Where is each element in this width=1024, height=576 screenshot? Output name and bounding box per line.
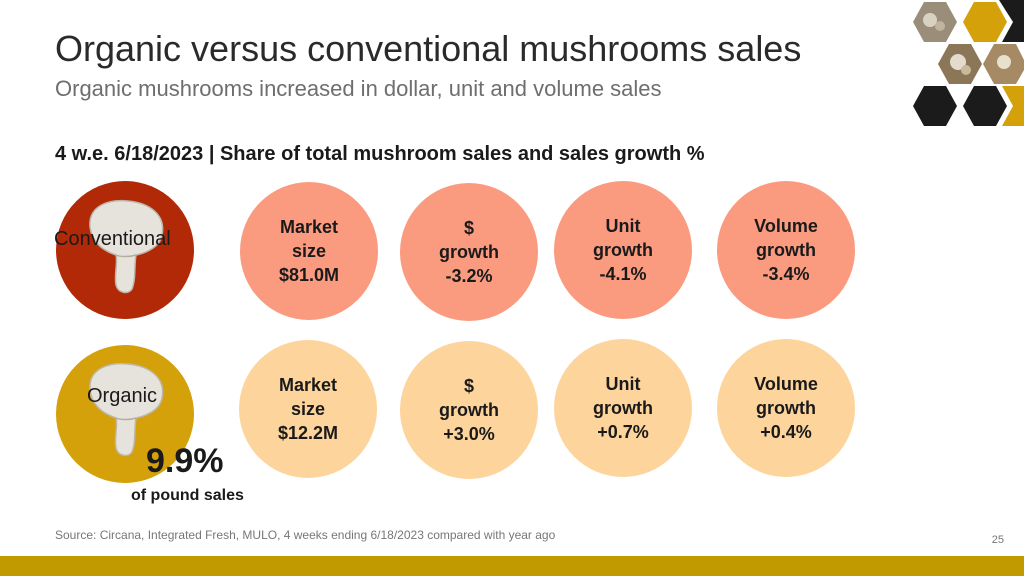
organic-share-value: 9.9% [146,442,224,480]
metric-label: growth [439,242,499,262]
metric-value: +3.0% [443,424,495,444]
metric-value: +0.7% [597,422,649,442]
mushroom-icon [89,199,164,294]
metric-label: Unit [605,216,641,236]
mushroom-icon [89,362,164,457]
metric-value: -3.2% [445,266,493,286]
metric-label: $ [463,376,474,396]
metric-label: Unit [605,374,641,394]
conventional-unit-growth-metric: Unit growth -4.1% [554,181,692,319]
organic-dollar-growth-metric: $ growth +3.0% [400,341,538,479]
metric-label: size [291,241,327,261]
source-note: Source: Circana, Integrated Fresh, MULO,… [55,528,556,542]
metric-label: Volume [754,216,818,236]
organic-unit-growth-metric: Unit growth +0.7% [554,339,692,477]
metric-value: $81.0M [278,265,340,285]
conventional-dollar-growth-metric: $ growth -3.2% [400,183,538,321]
organic-volume-growth-metric: Volume growth +0.4% [717,339,855,477]
conventional-market-size-metric: Market size $81.0M [240,182,378,320]
conventional-label: Conventional [54,228,171,250]
slide-title: Organic versus conventional mushrooms sa… [55,28,802,69]
metric-value: $12.2M [277,423,339,443]
hexagon-photo-collage [913,0,1024,126]
metric-value: -4.1% [599,264,647,284]
metric-label: Volume [754,374,818,394]
organic-label: Organic [87,385,158,407]
organic-market-size-metric: Market size $12.2M [239,340,377,478]
metric-label: growth [593,240,653,260]
metric-label: growth [439,400,499,420]
metric-label: growth [593,398,653,418]
metric-label: $ [463,218,474,238]
footer-accent-bar [0,556,1024,576]
metric-label: Market [278,375,338,395]
slide-subtitle: Organic mushrooms increased in dollar, u… [55,76,662,101]
metric-label: size [290,399,326,419]
metric-value: -3.4% [762,264,810,284]
metric-value: +0.4% [760,422,812,442]
metric-label: Market [279,217,339,237]
metric-label: growth [756,398,816,418]
conventional-volume-growth-metric: Volume growth -3.4% [717,181,855,319]
page-number: 25 [991,534,1004,546]
metric-label: growth [756,240,816,260]
section-heading: 4 w.e. 6/18/2023 | Share of total mushro… [55,143,705,165]
organic-share-caption: of pound sales [131,487,244,504]
